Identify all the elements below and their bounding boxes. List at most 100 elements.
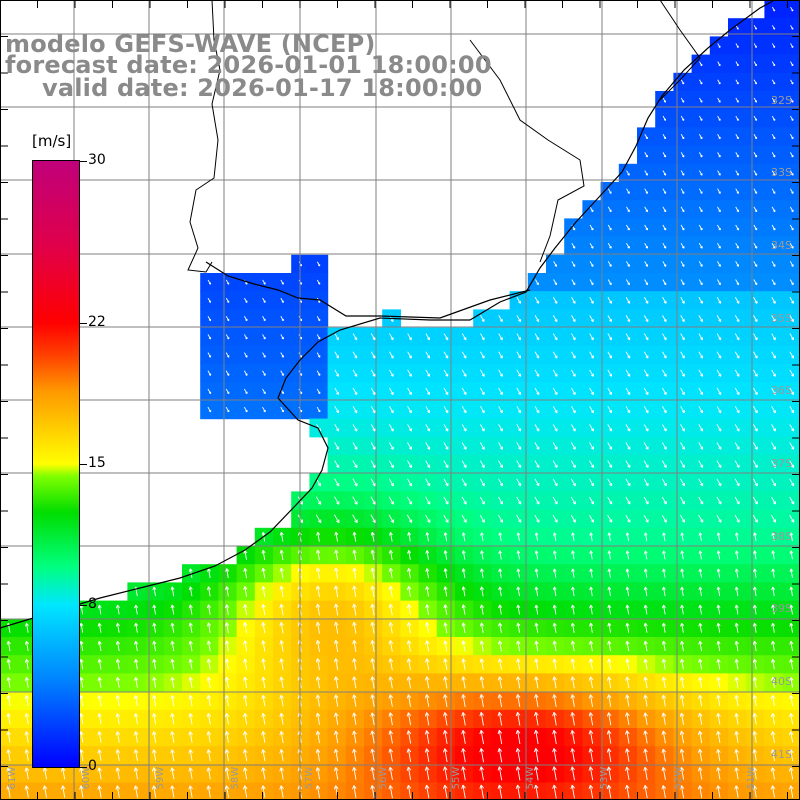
wind-arrow <box>680 568 685 578</box>
wind-speed-cell <box>782 473 800 492</box>
wind-arrow <box>698 333 703 341</box>
wind-arrow <box>461 676 466 689</box>
wind-arrow <box>152 677 157 688</box>
wind-arrow <box>771 405 776 414</box>
colorbar <box>32 160 80 768</box>
wind-arrow <box>716 694 721 707</box>
wind-arrow <box>753 152 758 158</box>
wind-arrow <box>698 622 703 633</box>
wind-arrow <box>771 658 776 670</box>
wind-arrow <box>662 387 667 395</box>
wind-arrow <box>698 224 703 231</box>
wind-arrow <box>115 749 121 762</box>
wind-arrow <box>388 766 394 780</box>
wind-arrow <box>515 748 521 763</box>
wind-arrow <box>262 406 266 413</box>
wind-arrow <box>352 767 357 780</box>
wind-arrow <box>716 424 722 432</box>
wind-arrow <box>698 424 704 432</box>
wind-arrow <box>461 460 467 468</box>
wind-arrow <box>425 405 431 414</box>
wind-arrow <box>789 640 794 652</box>
wind-arrow <box>680 79 685 85</box>
wind-arrow <box>134 640 139 652</box>
wind-arrow <box>261 767 266 780</box>
wind-arrow <box>643 694 648 707</box>
wind-arrow <box>534 532 539 542</box>
wind-arrow <box>607 333 612 341</box>
wind-arrow <box>370 621 375 634</box>
wind-arrow <box>570 604 575 615</box>
wind-arrow <box>516 369 522 377</box>
wind-arrow <box>152 640 157 652</box>
wind-arrow <box>570 622 575 633</box>
wind-arrow <box>316 549 321 561</box>
wind-arrow <box>225 279 230 285</box>
wind-arrow <box>225 604 230 615</box>
wind-arrow <box>607 224 612 231</box>
wind-arrow <box>661 622 666 633</box>
wind-arrow <box>244 316 248 322</box>
wind-arrow <box>753 568 757 578</box>
wind-arrow <box>389 387 394 395</box>
wind-arrow <box>443 604 448 615</box>
wind-arrow <box>753 261 758 267</box>
wind-arrow <box>6 749 11 762</box>
wind-arrow <box>662 279 667 286</box>
wind-arrow <box>717 188 721 194</box>
wind-arrow <box>261 749 266 762</box>
wind-arrow <box>662 188 667 194</box>
wind-arrow <box>589 622 594 633</box>
wind-arrow <box>206 622 212 634</box>
wind-arrow <box>698 460 704 468</box>
colorbar-tick-label: 15 <box>88 455 106 471</box>
wind-arrow <box>333 694 339 707</box>
wind-arrow <box>115 604 120 615</box>
wind-arrow <box>570 405 576 414</box>
wind-arrow <box>388 567 394 579</box>
wind-arrow <box>606 730 612 744</box>
wind-arrow <box>333 748 339 762</box>
wind-arrow <box>716 568 721 578</box>
wind-arrow <box>716 460 722 468</box>
wind-arrow <box>388 478 394 487</box>
wind-arrow <box>661 405 667 414</box>
wind-arrow <box>643 369 649 377</box>
wind-arrow <box>516 514 522 523</box>
wind-arrow <box>734 767 739 780</box>
wind-arrow <box>735 261 740 267</box>
wind-arrow <box>406 730 412 744</box>
wind-arrow <box>443 568 448 579</box>
wind-arrow <box>334 549 339 561</box>
wind-arrow <box>370 369 376 377</box>
wind-arrow <box>261 604 266 616</box>
wind-arrow <box>589 460 594 468</box>
wind-arrow <box>279 640 284 652</box>
wind-arrow <box>534 424 540 432</box>
wind-arrow <box>24 677 30 688</box>
wind-arrow <box>389 333 394 341</box>
wind-arrow <box>753 43 757 48</box>
wind-arrow <box>662 97 667 103</box>
wind-arrow <box>407 568 412 579</box>
wind-arrow <box>625 496 631 505</box>
wind-arrow <box>753 297 758 304</box>
colorbar-tick-label: 22 <box>88 313 106 330</box>
wind-arrow <box>352 351 358 359</box>
wind-arrow <box>224 713 230 725</box>
wind-arrow <box>680 405 685 414</box>
wind-arrow <box>680 424 685 432</box>
wind-arrow <box>644 152 648 158</box>
wind-arrow <box>717 115 721 121</box>
wind-arrow <box>316 316 321 322</box>
wind-arrow <box>571 315 576 322</box>
wind-arrow <box>261 676 266 689</box>
wind-arrow <box>790 134 794 140</box>
wind-arrow <box>443 424 449 432</box>
wind-arrow <box>607 351 612 359</box>
wind-arrow <box>280 370 284 376</box>
wind-arrow <box>42 785 48 798</box>
wind-arrow <box>735 532 739 542</box>
wind-arrow <box>698 315 703 322</box>
wind-speed-cell <box>782 400 800 420</box>
